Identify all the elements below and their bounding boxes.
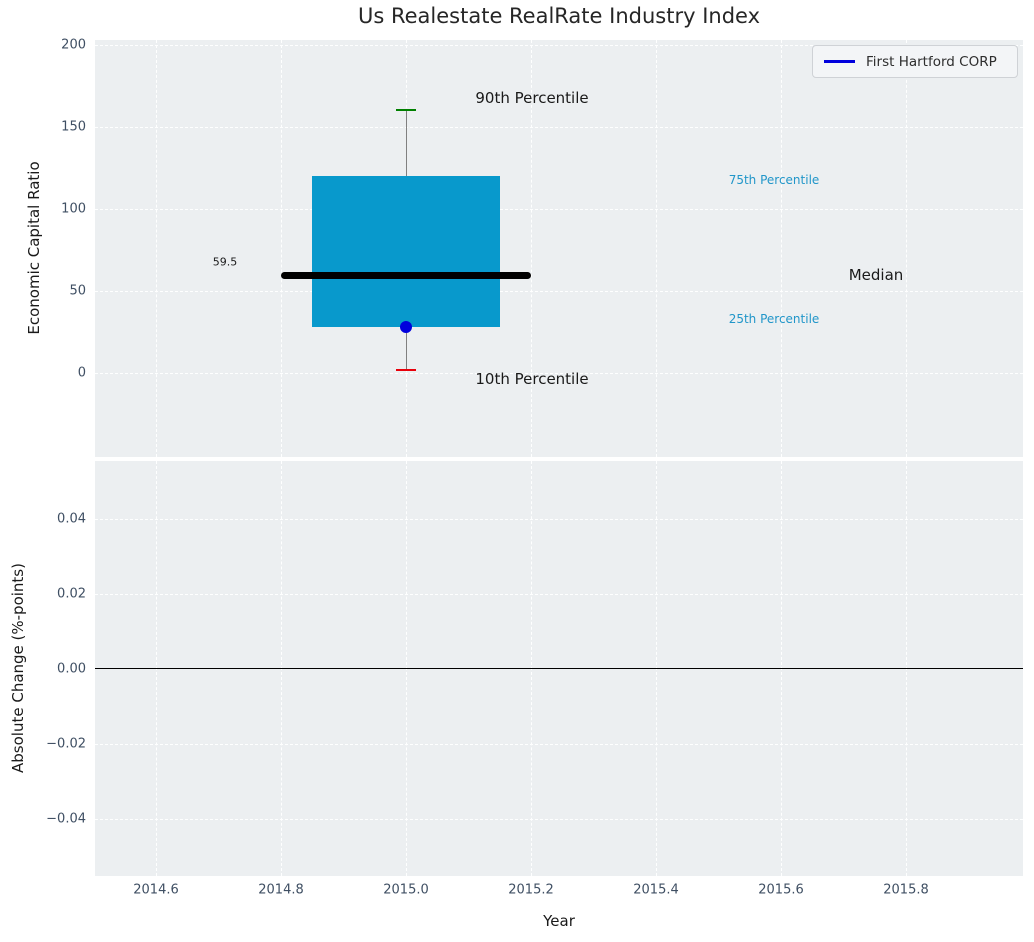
top-ytick-0: 0 [77,365,86,381]
xtick-2015-2: 2015.2 [508,882,554,898]
xtick-2015-6: 2015.6 [758,882,804,898]
bottom-ytick-004: 0.04 [57,511,86,527]
median-value-label: 59.5 [212,255,238,269]
xtick-2014-6: 2014.6 [133,882,179,898]
gridline-v [281,40,282,457]
gridline-h [95,291,1023,292]
gridline-h [95,45,1023,46]
chart-title: Us Realestate RealRate Industry Index [357,4,760,28]
gridline-v [656,40,657,457]
annotation-90th-percentile: 90th Percentile [475,89,589,107]
gridline-h [95,744,1023,745]
annotation-10th-percentile: 10th Percentile [475,370,589,388]
top-ytick-100: 100 [61,201,86,217]
gridline-v [906,40,907,457]
whisker-cap-90th [396,109,416,111]
bottom-plot-area [95,461,1023,876]
gridline-h [95,594,1023,595]
gridline-h [95,373,1023,374]
bottom-ytick-neg002: −0.02 [46,736,86,752]
gridline-v [531,40,532,457]
xtick-2015-4: 2015.4 [633,882,679,898]
legend-label: First Hartford CORP [866,53,997,70]
top-ytick-150: 150 [61,119,86,135]
legend-line-swatch [824,60,855,63]
xtick-2015-0: 2015.0 [383,882,429,898]
zero-reference-line [95,668,1023,669]
iqr-box [312,176,500,327]
x-axis-label: Year [543,912,575,930]
legend: First Hartford CORP [812,45,1018,78]
bottom-ytick-000: 0.00 [57,661,86,677]
company-data-point [400,321,412,333]
bottom-y-axis-label: Absolute Change (%-points) [9,563,27,773]
gridline-h [95,127,1023,128]
gridline-v [156,40,157,457]
top-ytick-200: 200 [61,37,86,53]
gridline-h [95,209,1023,210]
xtick-2015-8: 2015.8 [883,882,929,898]
whisker-cap-10th [396,368,416,371]
bottom-ytick-002: 0.02 [57,586,86,602]
bottom-ytick-neg004: −0.04 [46,811,86,827]
top-ytick-50: 50 [69,283,86,299]
median-line [281,272,531,279]
annotation-75th-percentile: 75th Percentile [728,173,820,187]
gridline-h [95,819,1023,820]
xtick-2014-8: 2014.8 [258,882,304,898]
annotation-25th-percentile: 25th Percentile [728,312,820,326]
top-y-axis-label: Economic Capital Ratio [25,161,43,335]
gridline-h [95,519,1023,520]
gridline-v [781,40,782,457]
annotation-median: Median [848,266,904,284]
top-plot-area: 90th Percentile 75th Percentile Median 2… [95,40,1023,457]
